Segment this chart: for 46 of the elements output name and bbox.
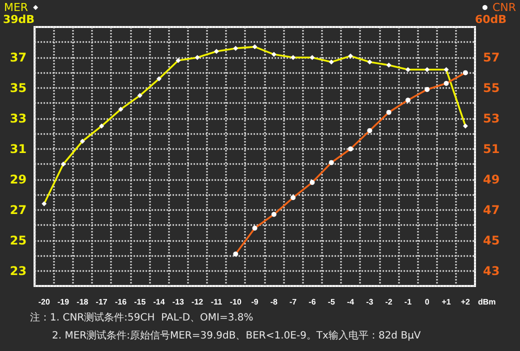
x-tick-label: -3 <box>366 298 374 306</box>
legend-label: CNR <box>492 1 516 14</box>
x-tick-label: -16 <box>114 298 128 306</box>
x-tick-label: -8 <box>270 298 278 306</box>
y2-tick-label: 43 <box>483 264 500 278</box>
x-tick-label: -15 <box>134 298 146 306</box>
x-tick-label: -20 <box>38 298 50 306</box>
x-tick-label: -17 <box>96 298 108 306</box>
x-tick-label: -14 <box>153 298 166 306</box>
x-tick-label: -12 <box>192 298 204 306</box>
x-tick-label: -4 <box>346 298 355 306</box>
x-tick-label: -19 <box>58 298 70 306</box>
text: 2. MER测试条件:原始信号MER=39.9dB、BER<1.0E-9。Tx输入电平：82d BμV <box>52 330 421 342</box>
y2-tick-label: 47 <box>483 202 500 217</box>
y2-tick-label: 45 <box>483 233 500 248</box>
y-tick-label: 29 <box>10 172 27 186</box>
x-tick-label: -1 <box>404 298 412 306</box>
y-axis-title: 39dB <box>2 13 35 26</box>
y-tick-label: 23 <box>10 264 27 278</box>
y2-tick-label: 57 <box>483 50 500 64</box>
x-tick-label: -9 <box>251 298 259 306</box>
y2-tick-label: 53 <box>483 111 500 126</box>
y2-tick-label: 55 <box>483 80 500 95</box>
x-tick-label: -6 <box>308 298 316 306</box>
y2-axis-title: 60dB <box>475 13 507 26</box>
x-tick-label: -10 <box>230 298 242 306</box>
x-tick-label: -13 <box>172 298 185 306</box>
y2-tick-label: 51 <box>483 142 500 156</box>
y-tick-label: 37 <box>10 50 27 64</box>
x-axis-title: dBm <box>478 298 496 306</box>
x-tick-label: 0 <box>424 298 430 306</box>
y-tick-label: 27 <box>10 202 27 217</box>
x-tick-label: +1 <box>442 298 452 306</box>
y-tick-label: 31 <box>10 142 27 156</box>
x-tick-label: -5 <box>328 298 336 306</box>
x-tick-label: -2 <box>385 298 393 306</box>
text: 注：1. CNR测试条件:59CH PAL-D、OMI=3.8% <box>30 312 254 324</box>
x-tick-label: -11 <box>210 298 223 306</box>
x-tick-label: -18 <box>76 298 89 306</box>
x-tick-label: -7 <box>290 298 298 306</box>
y2-tick-label: 49 <box>483 172 500 186</box>
y-tick-label: 33 <box>10 111 27 126</box>
x-tick-label: +2 <box>460 298 471 306</box>
y-tick-label: 35 <box>10 80 27 95</box>
text: MER <box>4 1 28 14</box>
y-tick-label: 25 <box>10 233 27 248</box>
